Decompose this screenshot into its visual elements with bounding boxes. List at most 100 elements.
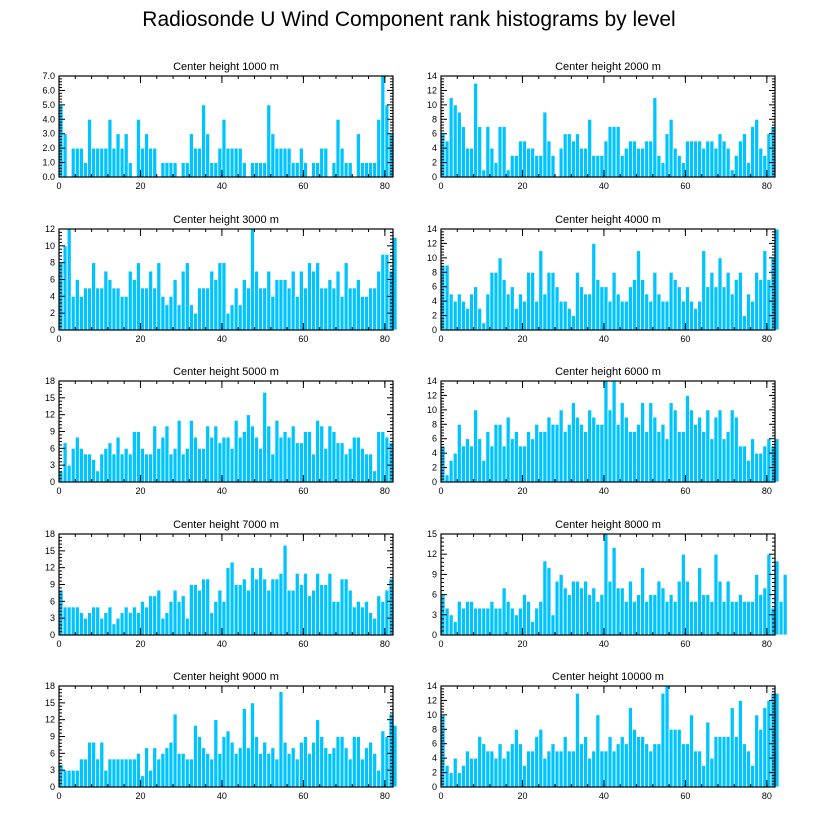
histogram-bar: [546, 416, 552, 483]
histogram-bar: [323, 747, 329, 788]
histogram-bar: [217, 147, 223, 178]
histogram-bar: [315, 419, 321, 483]
histogram-bar: [452, 757, 458, 788]
histogram-bar: [522, 300, 527, 331]
histogram-bar: [660, 587, 666, 636]
y-tick-label: 8: [50, 258, 55, 268]
histogram-bar: [627, 580, 633, 636]
histogram-bar: [538, 728, 544, 788]
histogram-bar: [477, 607, 483, 636]
histogram-bar: [676, 286, 682, 331]
histogram-bar: [550, 614, 556, 636]
histogram-bar: [87, 741, 92, 788]
histogram-bar: [380, 75, 386, 178]
histogram-bar: [66, 228, 72, 331]
histogram-bar: [241, 708, 247, 788]
histogram-bar: [327, 572, 333, 636]
histogram-bar: [225, 436, 231, 483]
histogram-bar: [193, 147, 198, 178]
histogram-bar: [107, 118, 113, 178]
histogram-bar: [372, 617, 378, 636]
histogram-bar: [351, 606, 357, 636]
histogram-bar: [481, 743, 487, 788]
histogram-bar: [542, 293, 548, 331]
histogram-bar: [477, 126, 483, 178]
histogram-bar: [554, 750, 560, 788]
x-tick-label: 20: [135, 334, 145, 344]
histogram-bar: [262, 162, 268, 178]
y-tick-label: 12: [45, 715, 55, 725]
histogram-bar: [123, 295, 129, 331]
histogram-bar: [558, 147, 564, 178]
histogram-bar: [197, 589, 202, 636]
histogram-bar: [583, 293, 589, 331]
x-tick-label: 60: [298, 486, 308, 496]
histogram-bar: [456, 423, 462, 483]
x-tick-label: 0: [56, 334, 61, 344]
histogram-bar: [384, 436, 390, 483]
histogram-bar: [456, 111, 462, 178]
histogram-bar: [485, 750, 491, 788]
histogram-bar: [286, 752, 292, 788]
histogram-bar: [376, 118, 382, 178]
panel-title: Center height 2000 m: [555, 61, 661, 73]
histogram-bar: [689, 714, 694, 788]
histogram-bar: [294, 295, 300, 331]
histogram-bar: [83, 453, 88, 483]
histogram-bar: [611, 126, 617, 178]
x-tick-label: 60: [298, 181, 308, 191]
panel-frame: [440, 228, 776, 331]
histogram-bar: [111, 758, 117, 788]
histogram-bar: [701, 431, 707, 483]
histogram-bar: [392, 237, 398, 331]
histogram-bar: [144, 287, 150, 331]
histogram-bar: [493, 162, 499, 178]
histogram-bar: [705, 286, 711, 331]
histogram-bar: [135, 118, 141, 178]
x-tick-label: 40: [599, 639, 609, 649]
histogram-bar: [135, 612, 141, 636]
histogram-bar: [233, 287, 239, 331]
histogram-bar: [762, 707, 768, 788]
histogram-bar: [513, 728, 519, 788]
histogram-bar: [746, 459, 751, 483]
histogram-bar: [278, 279, 284, 331]
histogram-bar: [591, 154, 597, 178]
panel-title: Center height 9000 m: [173, 671, 279, 683]
x-tick-label: 20: [517, 334, 527, 344]
histogram-bar: [615, 743, 621, 788]
histogram-bar: [460, 300, 466, 331]
x-tick-label: 60: [680, 181, 690, 191]
x-tick-label: 40: [599, 181, 609, 191]
histogram-bar: [331, 162, 337, 178]
histogram-bar: [530, 621, 536, 636]
histogram-bar: [115, 133, 121, 178]
histogram-bar: [448, 97, 454, 178]
histogram-bar: [554, 423, 560, 483]
histogram-bar: [335, 736, 341, 788]
histogram-bar: [266, 752, 272, 788]
histogram-bar: [517, 743, 523, 788]
x-tick-label: 0: [438, 334, 443, 344]
y-tick-label: 2: [432, 158, 437, 168]
y-tick-label: 4: [432, 296, 437, 306]
histogram-bar: [513, 154, 519, 178]
histogram-bar: [632, 728, 637, 788]
histogram-bar: [311, 589, 317, 636]
histogram-bar: [664, 600, 670, 636]
histogram-bar: [172, 279, 178, 331]
histogram-bar: [746, 750, 751, 788]
histogram-bar: [713, 147, 719, 178]
histogram-bar: [176, 419, 182, 483]
histogram-bar: [331, 600, 337, 636]
histogram-bar: [456, 293, 462, 331]
histogram-bar: [497, 423, 503, 483]
histogram-bar: [623, 600, 629, 636]
histogram-bar: [107, 606, 113, 636]
histogram-bar: [294, 162, 300, 178]
histogram-bar: [684, 395, 690, 483]
x-tick-label: 20: [517, 791, 527, 801]
histogram-bar: [74, 436, 80, 483]
histogram-bar: [205, 752, 211, 788]
histogram-bar: [611, 380, 617, 483]
